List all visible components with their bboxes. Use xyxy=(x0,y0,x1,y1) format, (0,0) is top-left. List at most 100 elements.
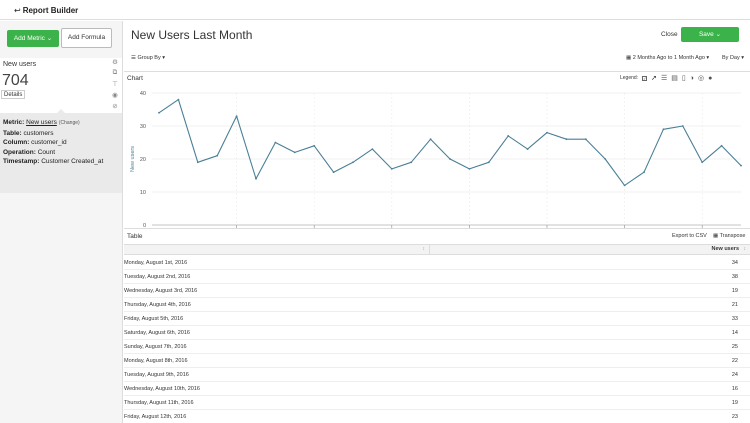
row-date: Thursday, August 11th, 2016 xyxy=(124,400,194,406)
metric-info-label: Metric: xyxy=(3,119,25,126)
add-metric-button[interactable]: Add Metric ⌄ xyxy=(7,30,59,47)
add-formula-button[interactable]: Add Formula xyxy=(61,28,112,48)
bar-chart-icon[interactable]: ☰ xyxy=(660,75,668,82)
group-by-label: Group By xyxy=(137,55,161,61)
data-point xyxy=(604,158,607,160)
row-date: Tuesday, August 2nd, 2016 xyxy=(124,274,191,280)
save-label: Save xyxy=(698,31,714,38)
series-line-new-users xyxy=(158,99,742,186)
pie-chart-icon[interactable]: ◑ xyxy=(689,74,694,82)
row-date: Monday, August 8th, 2016 xyxy=(124,358,188,364)
interval-dropdown[interactable]: By Day ▾ xyxy=(722,55,745,61)
eye-icon[interactable]: ◉ xyxy=(112,92,118,99)
table-row: Monday, August 1st, 2016 34 xyxy=(124,256,750,270)
data-point xyxy=(623,184,626,187)
legend-checkbox[interactable]: ✓ xyxy=(642,75,648,81)
copy-icon[interactable]: ⧉ xyxy=(112,69,118,76)
row-date: Wednesday, August 10th, 2016 xyxy=(124,386,200,392)
data-point xyxy=(584,138,587,141)
metric-link[interactable]: New users xyxy=(26,119,57,126)
data-point xyxy=(371,148,374,150)
date-column-header[interactable]: ↕ xyxy=(124,245,430,254)
data-point xyxy=(526,148,529,150)
options-icon[interactable]: ● xyxy=(708,74,713,82)
group-by-dropdown[interactable]: ☰ Group By ▾ xyxy=(131,55,165,61)
timestamp-info-label: Timestamp: xyxy=(3,158,40,165)
info-pointer xyxy=(57,109,65,113)
date-range-label: 2 Months Ago to 1 Month Ago xyxy=(632,55,705,61)
y-tick-label: 10 xyxy=(140,190,146,196)
row-date: Saturday, August 6th, 2016 xyxy=(124,330,190,336)
column-info-label: Column: xyxy=(3,139,30,146)
back-link[interactable]: ↩ Report Builder xyxy=(14,6,78,15)
column-chart-icon[interactable]: ▯ xyxy=(681,75,686,82)
table-row: Wednesday, August 10th, 2016 16 xyxy=(124,382,750,396)
transpose-button[interactable]: ▦ Transpose xyxy=(713,233,745,239)
data-point xyxy=(410,161,413,164)
y-tick-label: 40 xyxy=(140,91,146,97)
stacked-bar-icon[interactable]: ▤ xyxy=(671,75,678,82)
globe-icon[interactable]: ◎ xyxy=(697,75,705,82)
data-point xyxy=(468,168,471,170)
table-body: Monday, August 1st, 2016 34 Tuesday, Augus… xyxy=(124,256,750,423)
data-point xyxy=(643,171,645,174)
table-row: Monday, August 8th, 2016 22 xyxy=(124,354,750,368)
y-tick-label: 20 xyxy=(140,157,146,163)
calendar-icon: ▦ xyxy=(626,55,632,61)
y-axis-label: New users xyxy=(130,146,136,172)
metric-card-icons: ⚙ ⧉ ⊤ ◉ ⊘ xyxy=(110,58,120,113)
data-point xyxy=(429,138,432,141)
row-value: 33 xyxy=(731,316,738,322)
data-point xyxy=(449,158,451,160)
y-tick-label: 30 xyxy=(140,124,146,130)
data-point xyxy=(565,138,568,141)
data-point xyxy=(681,125,684,127)
chevron-down-icon: ⌄ xyxy=(715,31,722,38)
export-csv-button[interactable]: Export to CSV xyxy=(672,233,707,239)
interval-label: By Day xyxy=(722,55,740,61)
row-value: 19 xyxy=(731,288,738,294)
table-row: Wednesday, August 3rd, 2016 19 xyxy=(124,284,750,298)
details-button[interactable]: Details xyxy=(1,90,26,99)
new-users-column-header[interactable]: New users ↕ xyxy=(430,245,750,254)
chart-series xyxy=(158,98,742,187)
save-button[interactable]: Save ⌄ xyxy=(681,27,739,42)
row-date: Sunday, August 7th, 2016 xyxy=(124,344,187,350)
table-info-label: Table: xyxy=(3,129,22,137)
data-point xyxy=(487,161,490,164)
operation-info-value: Count xyxy=(37,148,56,156)
report-toolbar: ☰ Group By ▾ ▦ 2 Months Ago to 1 Month A… xyxy=(124,55,750,65)
table-row: Tuesday, August 9th, 2016 24 xyxy=(124,368,750,382)
row-value: 16 xyxy=(731,386,738,392)
table-section: Table Export to CSV ▦ Transpose ↕ New us… xyxy=(124,228,750,423)
close-button[interactable]: Close xyxy=(661,31,678,38)
metric-card[interactable]: New users 704 Details xyxy=(0,58,122,113)
table-row: Friday, August 5th, 2016 33 xyxy=(124,312,750,326)
table-row: Sunday, August 7th, 2016 25 xyxy=(124,340,750,354)
data-point xyxy=(196,161,199,164)
row-date: Friday, August 5th, 2016 xyxy=(124,316,184,322)
legend-label: Legend: xyxy=(620,75,639,81)
line-chart-icon[interactable]: ➚ xyxy=(651,75,657,82)
data-point xyxy=(216,154,219,157)
chart-axes: 010203040Aug 5th, 2016Aug 9th, 2016Aug 1… xyxy=(130,91,741,234)
change-link[interactable]: (Change) xyxy=(58,120,80,126)
date-range-dropdown[interactable]: ▦ 2 Months Ago to 1 Month Ago ▾ xyxy=(626,55,710,61)
data-point xyxy=(740,164,742,167)
chart-label: Chart xyxy=(127,75,143,82)
data-point xyxy=(352,161,354,164)
data-point xyxy=(507,135,510,137)
operation-info-label: Operation: xyxy=(3,148,36,156)
row-value: 34 xyxy=(731,260,738,266)
data-point xyxy=(177,98,180,101)
metric-name: New users xyxy=(3,61,37,68)
settings-icon[interactable]: ⚙ xyxy=(112,59,118,66)
column-info-value: customer_id xyxy=(31,139,67,146)
remove-icon[interactable]: ⊘ xyxy=(112,103,118,110)
transpose-icon: ▦ xyxy=(713,233,719,239)
add-metric-label: Add Metric xyxy=(13,35,45,42)
filter-icon[interactable]: ⊤ xyxy=(112,81,118,88)
table-row: Friday, August 12th, 2016 23 xyxy=(124,410,750,423)
back-arrow-icon: ↩ xyxy=(14,6,21,15)
data-point xyxy=(235,115,238,117)
